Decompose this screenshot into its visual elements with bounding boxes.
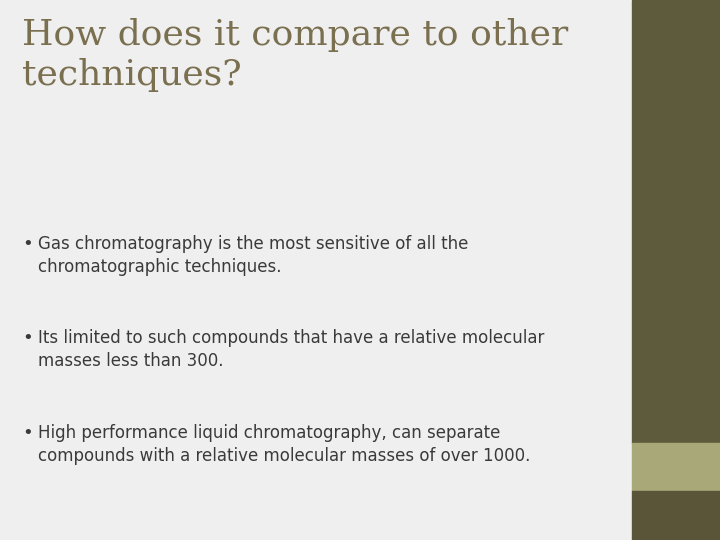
Text: techniques?: techniques? <box>22 58 242 92</box>
Text: •: • <box>22 329 32 347</box>
Text: Gas chromatography is the most sensitive of all the: Gas chromatography is the most sensitive… <box>38 235 469 253</box>
Text: compounds with a relative molecular masses of over 1000.: compounds with a relative molecular mass… <box>38 447 531 465</box>
Text: •: • <box>22 235 32 253</box>
Text: Its limited to such compounds that have a relative molecular: Its limited to such compounds that have … <box>38 329 544 347</box>
Text: How does it compare to other: How does it compare to other <box>22 18 568 52</box>
Text: High performance liquid chromatography, can separate: High performance liquid chromatography, … <box>38 424 500 442</box>
Bar <box>632 0 720 443</box>
Bar <box>632 491 720 540</box>
Text: chromatographic techniques.: chromatographic techniques. <box>38 258 282 276</box>
Text: •: • <box>22 424 32 442</box>
Bar <box>632 443 720 491</box>
Text: masses less than 300.: masses less than 300. <box>38 352 223 370</box>
